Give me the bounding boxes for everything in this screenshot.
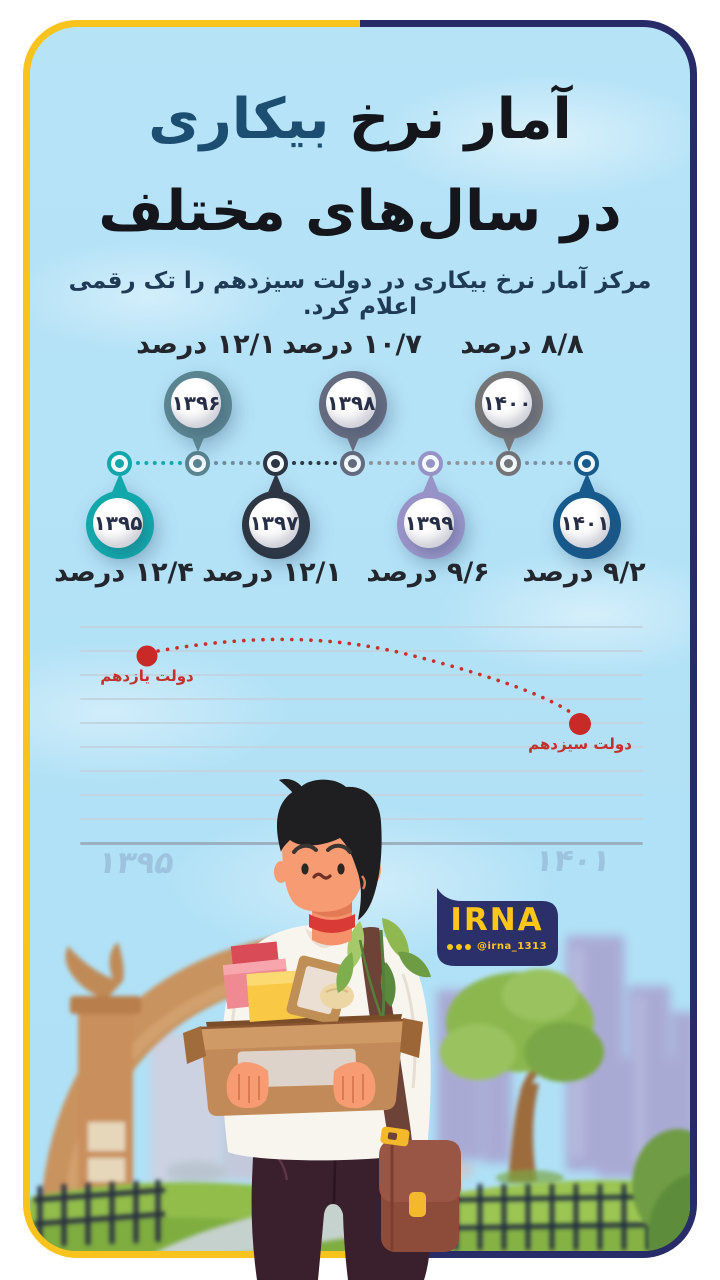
tree-icon [440, 969, 604, 1186]
year-1400: ۱۴۰۰ [482, 391, 532, 415]
timeline-ring-1395 [107, 451, 132, 476]
timeline-segment [292, 461, 337, 465]
timeline-ring-1401 [574, 451, 599, 476]
timeline-segment [136, 461, 182, 465]
social-icon [455, 943, 462, 950]
timeline-ring-1398 [340, 451, 365, 476]
fence-left-icon [33, 1180, 166, 1248]
header: آمار نرخ بیکاری در سال‌های مختلف مرکز آم… [40, 74, 680, 320]
gridline [80, 626, 643, 628]
irna-brand-text: IRNA [450, 902, 544, 938]
gridline [80, 770, 643, 772]
year-1397: ۱۳۹۷ [249, 511, 299, 535]
year-ball: ۱۳۹۸ [326, 378, 376, 428]
title-line2: در سال‌های مختلف [98, 179, 622, 244]
timeline-pin-1396: ۱۳۹۶ [164, 371, 232, 439]
irna-handle: @irna_1313 [476, 941, 548, 952]
timeline-pin-1399: ۱۳۹۹ [397, 491, 465, 559]
year-1398: ۱۳۹۸ [326, 391, 376, 415]
timeline-ring-1399 [418, 451, 443, 476]
year-1399: ۱۳۹۹ [404, 511, 454, 535]
gov11-label: دولت یازدهم [100, 667, 194, 685]
timeline-ring-1397 [263, 451, 288, 476]
social-icon [446, 943, 453, 950]
subtitle: مرکز آمار نرخ بیکاری در دولت سیزدهم را ت… [68, 268, 652, 320]
timeline-segment [447, 461, 493, 465]
gridline [80, 746, 643, 748]
year-1395: ۱۳۹۵ [93, 511, 143, 535]
page-title: آمار نرخ بیکاری در سال‌های مختلف [40, 74, 680, 258]
year-1401: ۱۴۰۱ [560, 511, 610, 535]
gridline [80, 722, 643, 724]
rate-label-1397: ۱۲/۱ درصد [202, 557, 342, 588]
year-1396: ۱۳۹۶ [171, 391, 221, 415]
timeline-pin-1397: ۱۳۹۷ [242, 491, 310, 559]
year-ball: ۱۴۰۱ [560, 498, 610, 548]
rate-label-1398: ۱۰/۷ درصد [282, 329, 422, 360]
rate-label-1400: ۸/۸ درصد [460, 329, 584, 360]
irna-handle-row: @irna_1313 [430, 941, 564, 952]
rate-label-1395: ۱۲/۴ درصد [54, 557, 194, 588]
timeline-ring-1400 [496, 451, 521, 476]
year-ball: ۱۳۹۷ [249, 498, 299, 548]
timeline-pin-1395: ۱۳۹۵ [86, 491, 154, 559]
year-ball: ۱۴۰۰ [482, 378, 532, 428]
rate-label-1401: ۹/۲ درصد [522, 557, 646, 588]
rate-label-1396: ۱۲/۱ درصد [136, 329, 276, 360]
irna-logo-badge: IRNA @irna_1313 [430, 886, 564, 972]
timeline-pin-1401: ۱۴۰۱ [553, 491, 621, 559]
timeline-segment [525, 461, 571, 465]
year-ball: ۱۳۹۹ [404, 498, 454, 548]
timeline-segment [369, 461, 415, 465]
far-buildings-left [150, 1033, 475, 1184]
timeline-pin-1398: ۱۳۹۸ [319, 371, 387, 439]
timeline-segment [214, 461, 260, 465]
gov13-label: دولت سیزدهم [528, 735, 632, 753]
timeline-ring-1396 [185, 451, 210, 476]
rate-label-1399: ۹/۶ درصد [366, 557, 490, 588]
year-ball: ۱۳۹۵ [93, 498, 143, 548]
bush-icon [632, 1129, 690, 1251]
social-icon [464, 943, 471, 950]
timeline-pin-1400: ۱۴۰۰ [475, 371, 543, 439]
title-part-dark: آمار نرخ [348, 87, 573, 152]
year-ball: ۱۳۹۶ [171, 378, 221, 428]
title-part-blue: بیکاری [148, 87, 330, 152]
